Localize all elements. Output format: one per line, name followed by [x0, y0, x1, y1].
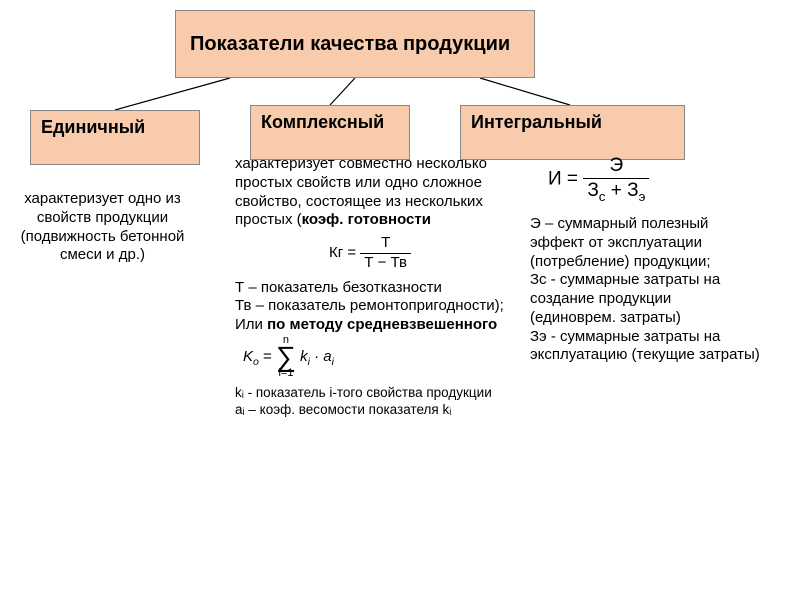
ko-eq: = — [259, 348, 276, 365]
complex-p1b: коэф. готовности — [302, 211, 431, 228]
kg-formula: Кг = Т Т − Тв — [235, 234, 505, 273]
integral-fraction: Э Зc + Зэ — [583, 154, 649, 205]
integral-num: Э — [583, 154, 649, 178]
branch-label-integral: Интегральный — [471, 112, 602, 132]
complex-or-prefix: Или — [235, 316, 267, 333]
complex-or-bold: по методу средневзвешенного — [267, 316, 497, 333]
integral-formula: И = Э Зc + Зэ — [548, 154, 760, 205]
integral-den-plus: + З — [605, 180, 638, 201]
sum-k: k — [296, 348, 308, 365]
sum-operator: n∑i=1 — [276, 335, 296, 379]
diagram-title-box: Показатели качества продукции — [175, 10, 535, 78]
complex-p1: характеризует совместно несколько просты… — [235, 155, 487, 228]
sum-a-sub: i — [332, 356, 334, 368]
integral-zc-line: Зс - суммарные затраты на создание проду… — [530, 271, 760, 327]
branch-box-single: Единичный — [30, 110, 200, 165]
integral-e-line: Э – суммарный полезный эффект от эксплуа… — [530, 215, 760, 271]
kg-lhs: Кг = — [329, 244, 356, 261]
complex-t-line: Т – показатель безотказности — [235, 279, 505, 298]
single-desc-text: характеризует одно из свойств продукции … — [21, 190, 185, 263]
integral-den-sub2: э — [639, 189, 646, 204]
branch-box-complex: Комплексный — [250, 105, 410, 160]
sigma-icon: ∑ — [276, 346, 296, 368]
complex-ki-line: kᵢ - показатель i-того свойства продукци… — [235, 385, 505, 402]
kg-den: Т − Тв — [360, 253, 411, 273]
branch-label-complex: Комплексный — [261, 112, 384, 132]
integral-den-z1: З — [587, 180, 598, 201]
complex-tv-line: Тв – показатель ремонтопригодности); — [235, 297, 505, 316]
complex-description: характеризует совместно несколько просты… — [235, 155, 505, 419]
integral-description: И = Э Зc + Зэ Э – суммарный полезный эфф… — [530, 150, 760, 365]
ko-lhs: K — [243, 348, 253, 365]
integral-lhs: И = — [548, 169, 583, 190]
integral-ze-line: Зэ - суммарные затраты на эксплуатацию (… — [530, 328, 760, 366]
diagram-title: Показатели качества продукции — [190, 33, 510, 56]
single-description: характеризует одно из свойств продукции … — [5, 190, 200, 265]
kg-num: Т — [360, 234, 411, 253]
complex-ai-line: aᵢ – коэф. весомости показателя kᵢ — [235, 402, 505, 419]
kg-fraction: Т Т − Тв — [360, 234, 411, 273]
complex-or-line: Или по методу средневзвешенного Ko = n∑i… — [235, 316, 505, 379]
ko-formula: Ko = n∑i=1 ki · ai — [243, 335, 334, 379]
integral-den: Зc + Зэ — [583, 178, 649, 205]
branch-label-single: Единичный — [41, 117, 145, 137]
sum-dot-a: · a — [310, 348, 332, 365]
